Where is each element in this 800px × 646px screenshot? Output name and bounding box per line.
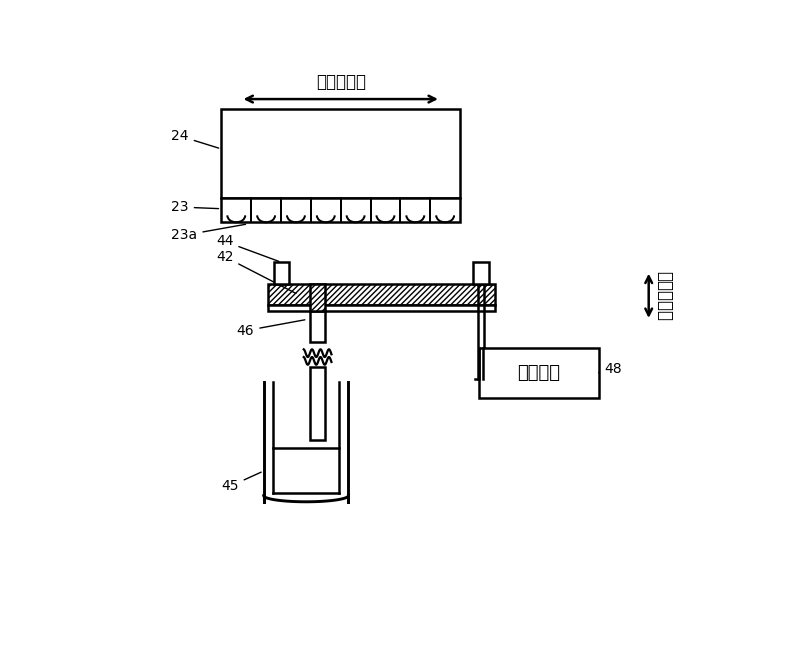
Text: 盖移动方向: 盖移动方向 — [655, 271, 673, 321]
Text: 23: 23 — [171, 200, 218, 214]
Bar — [310, 284, 326, 311]
Bar — [479, 348, 598, 398]
Text: 23a: 23a — [171, 224, 246, 242]
Text: 45: 45 — [222, 472, 261, 494]
Bar — [267, 284, 494, 306]
Bar — [473, 262, 489, 284]
Text: 24: 24 — [171, 129, 218, 148]
Text: 头移动方向: 头移动方向 — [316, 74, 366, 91]
Bar — [222, 109, 460, 198]
Text: 42: 42 — [216, 250, 296, 293]
Text: 升降装置: 升降装置 — [518, 364, 561, 382]
Bar — [310, 311, 326, 342]
Bar — [310, 367, 326, 440]
Bar — [274, 262, 289, 284]
Bar — [310, 284, 326, 311]
Bar — [267, 306, 494, 311]
Bar — [222, 198, 460, 222]
Text: 44: 44 — [216, 234, 279, 262]
Text: 46: 46 — [237, 320, 305, 338]
Text: 48: 48 — [598, 362, 622, 376]
